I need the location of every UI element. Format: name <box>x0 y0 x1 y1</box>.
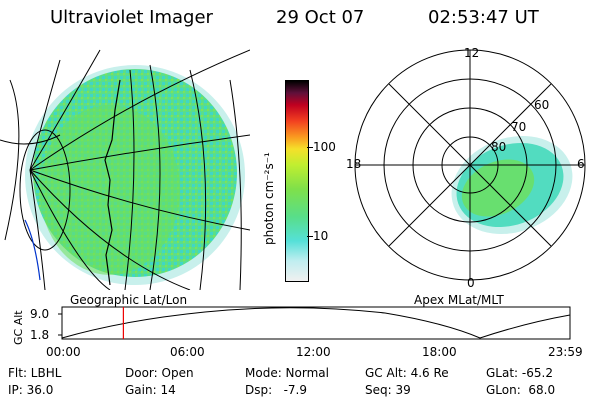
info-gain: Gain: 14 <box>125 383 176 397</box>
lat-lon-grid <box>0 49 250 290</box>
info-glat: GLat: -65.2 <box>486 366 553 380</box>
lat-label-70: 70 <box>511 120 527 134</box>
info-gc-alt: GC Alt: 4.6 Re <box>365 366 449 380</box>
mlt-label-12: 12 <box>464 46 480 60</box>
instrument-title: Ultraviolet Imager <box>50 7 213 28</box>
mlt-label-18: 18 <box>346 157 362 171</box>
colorbar-label-100: 100 <box>313 140 336 154</box>
info-door: Door: Open <box>125 366 194 380</box>
info-glon: GLon: 68.0 <box>486 383 556 397</box>
colorbar-label-10: 10 <box>313 229 329 243</box>
mlt-label-6: 6 <box>577 157 585 171</box>
time-tick-1800: 18:00 <box>422 345 457 359</box>
colorbar-tick-100 <box>307 147 313 148</box>
time-tick-0600: 06:00 <box>170 345 205 359</box>
altitude-curve <box>61 307 571 339</box>
info-ip: IP: 36.0 <box>8 383 54 397</box>
colorbar <box>285 80 309 282</box>
lat-label-80: 80 <box>491 140 507 154</box>
info-mode: Mode: Normal <box>245 366 329 380</box>
info-seq: Seq: 39 <box>365 383 411 397</box>
colorbar-unit-label: photon cm⁻²s⁻¹ <box>262 152 276 245</box>
date-label: 29 Oct 07 <box>276 7 365 28</box>
colorbar-tick-10 <box>307 236 313 237</box>
time-tick-1200: 12:00 <box>296 345 331 359</box>
time-label: 02:53:47 UT <box>428 7 539 28</box>
polar-panel-label: Apex MLat/MLT <box>414 293 504 307</box>
polar-plot <box>354 49 586 281</box>
info-flt: Flt: LBHL <box>8 366 62 380</box>
geographic-image-panel <box>0 49 250 290</box>
altitude-timeline <box>58 306 571 340</box>
altitude-ylabel: GC Alt <box>12 310 25 345</box>
time-tick-2359: 23:59 <box>548 345 583 359</box>
info-dsp: Dsp: -7.9 <box>245 383 308 397</box>
coastline-blue <box>24 219 41 281</box>
mlt-label-0: 0 <box>467 276 475 290</box>
polar-grid <box>354 49 586 281</box>
time-tick-0000: 00:00 <box>46 345 81 359</box>
altitude-ytick-low: 1.8 <box>30 328 50 342</box>
geographic-panel-label: Geographic Lat/Lon <box>70 293 188 307</box>
lat-label-60: 60 <box>534 98 550 112</box>
timeline-frame <box>61 306 571 340</box>
altitude-ytick-high: 9.0 <box>30 307 50 321</box>
coastline <box>104 79 121 286</box>
